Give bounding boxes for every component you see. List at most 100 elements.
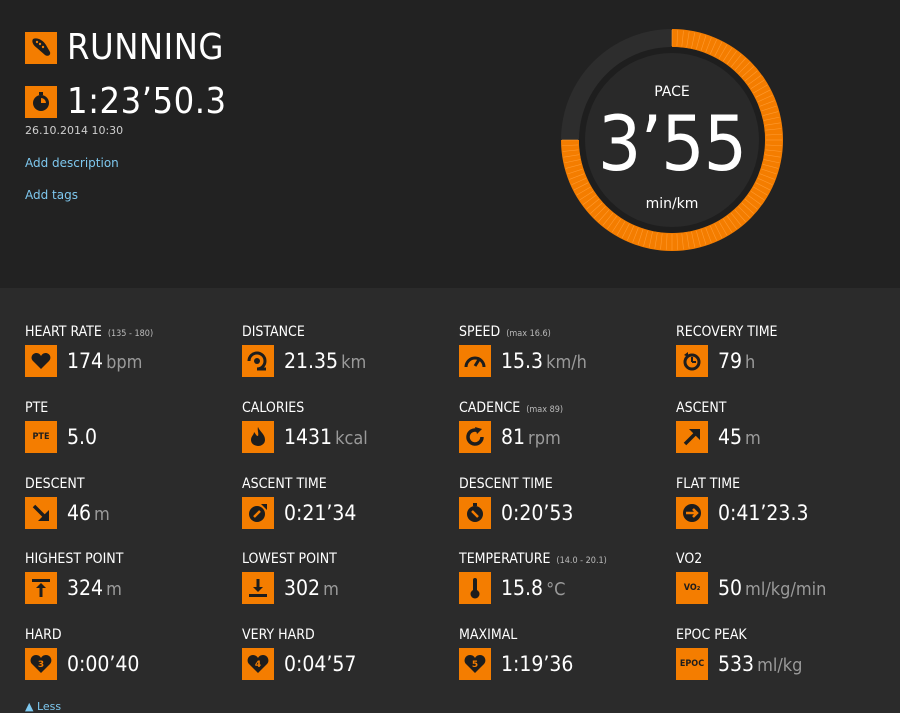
gauge-tick bbox=[730, 212, 742, 226]
heart-zone-number: 5 bbox=[472, 660, 478, 670]
gauge-tick bbox=[759, 173, 775, 180]
heart-icon bbox=[25, 345, 57, 377]
gauge-tick bbox=[562, 149, 579, 152]
gauge-tick bbox=[691, 32, 696, 49]
gauge-tick bbox=[759, 100, 775, 107]
summary-panel: RUNNING 1:23’50.3 26.10.2014 10:30 Add d… bbox=[0, 0, 900, 288]
flat-time-icon bbox=[676, 497, 708, 529]
gauge-tick bbox=[757, 177, 773, 186]
stat-label: LOWEST POINT bbox=[242, 551, 337, 567]
gauge-tick bbox=[730, 54, 742, 68]
gauge-tick bbox=[626, 225, 635, 241]
gauge-tick bbox=[643, 230, 648, 247]
stat-very-hard: VERY HARD 4 0:04’57 bbox=[242, 625, 452, 695]
gauge-tick bbox=[686, 232, 690, 249]
gauge-tick bbox=[765, 144, 782, 147]
stat-range: (max 89) bbox=[526, 405, 564, 415]
gauge-tick bbox=[738, 62, 750, 74]
stat-label: RECOVERY TIME bbox=[676, 324, 778, 340]
stat-row: 3 0:00’40 bbox=[25, 648, 235, 680]
gauge-tick bbox=[564, 159, 581, 164]
gauge-tick bbox=[718, 221, 728, 236]
lowest-point-icon bbox=[242, 572, 274, 604]
gauge-tick bbox=[632, 227, 639, 243]
stopwatch-icon bbox=[25, 85, 57, 118]
stat-label: VO2 bbox=[676, 551, 703, 567]
gauge-tick bbox=[764, 122, 781, 126]
gauge-tick bbox=[681, 30, 684, 47]
stat-unit: °C bbox=[546, 579, 566, 600]
pte-icon: PTE bbox=[25, 421, 57, 453]
stat-label: HARD bbox=[25, 627, 62, 643]
gauge-tick bbox=[734, 209, 746, 222]
gauge-tick bbox=[571, 177, 587, 186]
stat-heart-rate: HEART RATE (135 - 180) 174 bpm bbox=[25, 322, 235, 392]
gauge-tick bbox=[676, 233, 679, 250]
heart-zone-number: 3 bbox=[38, 660, 44, 670]
stat-row: 81 rpm bbox=[459, 421, 669, 453]
gauge-tick bbox=[734, 58, 746, 71]
stat-label: VERY HARD bbox=[242, 627, 315, 643]
gauge-ticks bbox=[562, 30, 782, 250]
gauge-tick bbox=[567, 168, 583, 175]
gauge-tick bbox=[718, 44, 728, 59]
stat-value: 81 rpm bbox=[501, 425, 561, 449]
gauge-tick bbox=[741, 202, 754, 214]
heart-zone-3-icon: 3 bbox=[25, 648, 57, 680]
gauge-tick bbox=[586, 198, 600, 210]
stat-row: 21.35 km bbox=[242, 345, 452, 377]
add-description-link[interactable]: Add description bbox=[25, 156, 119, 170]
gauge-tick bbox=[765, 149, 782, 152]
icon-text: PTE bbox=[32, 432, 50, 442]
gauge-center bbox=[585, 53, 759, 227]
stat-label: DESCENT bbox=[25, 476, 85, 492]
gauge-tick bbox=[764, 154, 781, 158]
gauge-tick bbox=[562, 144, 579, 147]
gauge-tick bbox=[573, 182, 589, 191]
stat-value: 324 m bbox=[67, 576, 122, 600]
gauge-tick bbox=[594, 206, 606, 218]
stat-unit: m bbox=[745, 428, 761, 449]
stat-row: 15.8 °C bbox=[459, 572, 669, 604]
stat-maximal: MAXIMAL 5 1:19’36 bbox=[459, 625, 669, 695]
gauge-tick bbox=[576, 186, 591, 196]
gauge-tick bbox=[621, 223, 630, 239]
stat-row: 0:21’34 bbox=[242, 497, 452, 529]
gauge-tick bbox=[722, 47, 733, 62]
add-tags-link[interactable]: Add tags bbox=[25, 188, 78, 202]
stat-unit: kcal bbox=[335, 428, 368, 449]
stat-value: 0:41’23.3 bbox=[718, 501, 809, 525]
gauge-tick bbox=[761, 105, 777, 112]
highest-point-icon bbox=[25, 572, 57, 604]
stat-speed: SPEED (max 16.6) 15.3 km/h bbox=[459, 322, 669, 392]
gauge-tick bbox=[762, 164, 779, 169]
stat-descent-time: DESCENT TIME 0:20’53 bbox=[459, 474, 669, 544]
stat-recovery-time: RECOVERY TIME 79 h bbox=[676, 322, 886, 392]
stat-row: 174 bpm bbox=[25, 345, 235, 377]
stat-unit: m bbox=[106, 579, 122, 600]
stat-label: DESCENT TIME bbox=[459, 476, 553, 492]
stat-label: DISTANCE bbox=[242, 324, 305, 340]
gauge-tick bbox=[714, 41, 723, 57]
gauge-tick bbox=[686, 31, 690, 48]
stat-unit: h bbox=[745, 352, 756, 373]
stat-value: 0:00’40 bbox=[67, 652, 140, 676]
stat-unit: km bbox=[341, 352, 367, 373]
stat-value: 1:19’36 bbox=[501, 652, 574, 676]
gauge-tick bbox=[676, 30, 679, 47]
stat-value: 302 m bbox=[284, 576, 339, 600]
distance-icon bbox=[242, 345, 274, 377]
stat-row: 15.3 km/h bbox=[459, 345, 669, 377]
stat-descent: DESCENT 46 m bbox=[25, 474, 235, 544]
gauge-tick bbox=[705, 227, 712, 243]
stat-range: (135 - 180) bbox=[107, 329, 154, 339]
pace-value: 3’55 bbox=[597, 99, 747, 188]
gauge-tick bbox=[762, 111, 779, 116]
recovery-icon bbox=[676, 345, 708, 377]
stat-cadence: CADENCE (max 89) 81 rpm bbox=[459, 398, 669, 468]
arrow-down-right-icon bbox=[25, 497, 57, 529]
stat-label: EPOC PEAK bbox=[676, 627, 747, 643]
stat-unit: rpm bbox=[528, 428, 561, 449]
stat-row: 79 h bbox=[676, 345, 886, 377]
gauge-tick bbox=[648, 231, 653, 248]
